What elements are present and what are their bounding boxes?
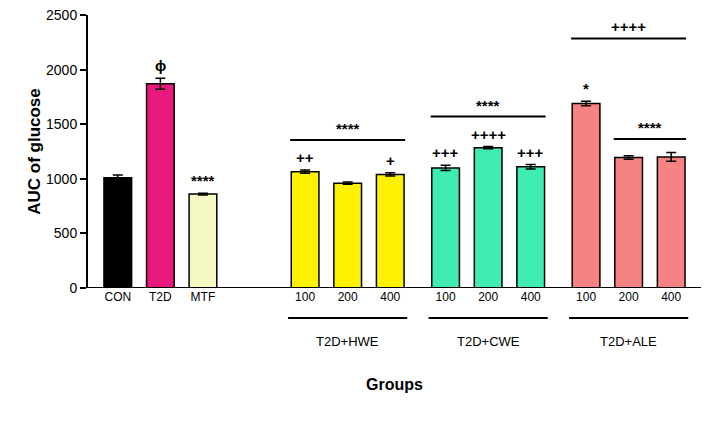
svg-text:100: 100 (436, 290, 456, 304)
svg-text:500: 500 (54, 225, 78, 241)
svg-text:T2D+HWE: T2D+HWE (316, 334, 379, 349)
svg-text:++++: ++++ (471, 126, 506, 143)
svg-text:++: ++ (296, 149, 314, 166)
svg-text:200: 200 (619, 290, 639, 304)
svg-text:****: **** (638, 119, 662, 136)
svg-text:Groups: Groups (366, 376, 423, 393)
svg-text:MTF: MTF (191, 290, 216, 304)
svg-text:****: **** (191, 172, 215, 189)
svg-text:CON: CON (104, 290, 131, 304)
svg-text:2500: 2500 (46, 7, 77, 23)
svg-text:400: 400 (521, 290, 541, 304)
svg-text:AUC of glucose: AUC of glucose (25, 88, 44, 215)
svg-text:400: 400 (661, 290, 681, 304)
svg-text:+++: +++ (517, 144, 544, 161)
svg-text:2000: 2000 (46, 62, 77, 78)
svg-text:ϕ: ϕ (155, 57, 166, 74)
svg-text:T2D+CWE: T2D+CWE (457, 334, 520, 349)
svg-text:++++: ++++ (611, 18, 646, 35)
svg-text:+: + (386, 152, 395, 169)
svg-text:+++: +++ (432, 144, 459, 161)
svg-text:****: **** (336, 120, 360, 137)
svg-text:*: * (583, 80, 589, 97)
svg-text:T2D: T2D (149, 290, 172, 304)
svg-text:0: 0 (69, 280, 77, 296)
svg-text:100: 100 (295, 290, 315, 304)
svg-text:100: 100 (576, 290, 596, 304)
svg-text:200: 200 (338, 290, 358, 304)
svg-text:400: 400 (380, 290, 400, 304)
svg-text:1500: 1500 (46, 116, 77, 132)
svg-text:1000: 1000 (46, 171, 77, 187)
svg-text:****: **** (476, 97, 500, 114)
svg-text:200: 200 (478, 290, 498, 304)
svg-text:T2D+ALE: T2D+ALE (600, 334, 657, 349)
